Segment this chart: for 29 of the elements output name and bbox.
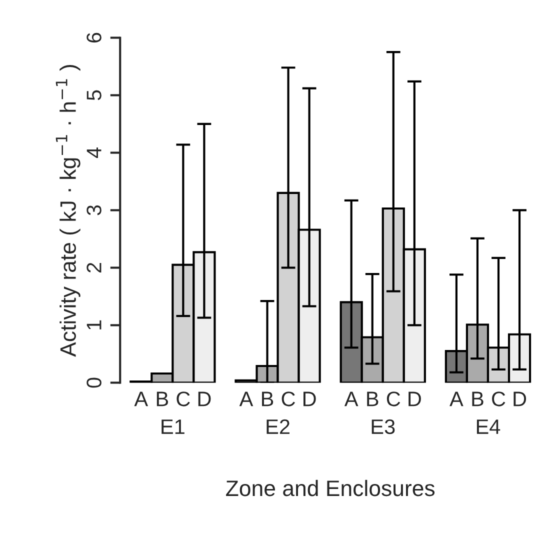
text: B	[262, 392, 274, 406]
x-tick-label: E1	[162, 420, 184, 434]
y-tick-label: 3	[86, 205, 102, 216]
x-tick-label: E3	[372, 419, 395, 434]
y-tick-label: 6	[86, 32, 102, 42]
x-tick-label: E4	[476, 420, 500, 434]
x-axis-title: Zone and Enclosures	[226, 480, 435, 496]
text: C	[386, 392, 400, 406]
series-label: B	[156, 392, 168, 406]
y-tick-label: 0	[86, 378, 102, 388]
text: C	[282, 392, 296, 406]
text: A	[450, 392, 464, 406]
y-tick-label: 2	[86, 262, 102, 272]
text: A	[344, 392, 358, 406]
text: B	[472, 392, 484, 406]
text: D	[514, 392, 526, 406]
text: C	[492, 392, 506, 406]
y-tick-label: 4	[86, 148, 102, 158]
series-label: D	[198, 392, 211, 406]
x-tick-label: E2	[266, 419, 290, 434]
text: D	[303, 392, 316, 406]
text: B	[367, 392, 378, 406]
series-label: C	[176, 392, 190, 406]
y-tick-label: 1	[86, 320, 102, 330]
y-axis-title: Activity rate ( kJ · kg$^{−1}$ · h$^{−1}$ )	[56, 65, 80, 357]
text: D	[408, 392, 421, 406]
series-label: A	[134, 392, 148, 406]
y-tick-label: 5	[86, 90, 102, 100]
text: A	[239, 392, 254, 406]
